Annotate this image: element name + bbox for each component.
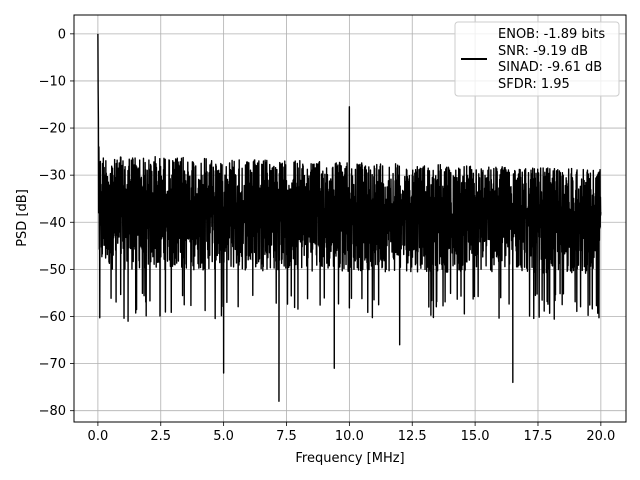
x-tick-label: 7.5 <box>276 429 297 444</box>
legend-sinad: SINAD: -9.61 dB <box>498 60 602 75</box>
legend-snr: SNR: -9.19 dB <box>498 44 588 59</box>
y-tick-label: −30 <box>39 169 66 184</box>
x-tick-label: 17.5 <box>524 429 553 444</box>
legend-sfdr: SFDR: 1.95 <box>498 77 570 92</box>
y-tick-label: −10 <box>39 74 66 89</box>
y-tick-label: −50 <box>39 263 66 278</box>
x-tick-label: 0.0 <box>88 429 109 444</box>
y-tick-label: 0 <box>58 27 66 42</box>
x-tick-label: 12.5 <box>398 429 427 444</box>
x-axis-ticks: 0.0 2.5 5.0 7.5 10.0 12.5 15.0 17.5 20.0 <box>88 422 615 444</box>
psd-series <box>97 33 602 402</box>
legend-box <box>454 21 620 97</box>
plot-frame <box>73 14 627 423</box>
y-tick-label: −60 <box>39 310 66 325</box>
x-axis-label: Frequency [MHz] <box>295 451 404 466</box>
x-tick-label: 20.0 <box>586 429 615 444</box>
x-tick-label: 5.0 <box>213 429 234 444</box>
y-tick-label: −40 <box>39 216 66 231</box>
legend: ENOB: -1.89 bits SNR: -9.19 dB SINAD: -9… <box>454 21 620 97</box>
y-axis-label: PSD [dB] <box>15 189 30 247</box>
y-tick-label: −80 <box>39 404 66 419</box>
x-tick-label: 2.5 <box>150 429 171 444</box>
y-tick-label: −70 <box>39 357 66 372</box>
x-tick-label: 15.0 <box>461 429 490 444</box>
y-axis-ticks: 0 −10 −20 −30 −40 −50 −60 −70 −80 <box>39 27 74 419</box>
legend-enob: ENOB: -1.89 bits <box>498 27 605 42</box>
y-tick-label: −20 <box>39 122 66 137</box>
x-tick-label: 10.0 <box>335 429 364 444</box>
